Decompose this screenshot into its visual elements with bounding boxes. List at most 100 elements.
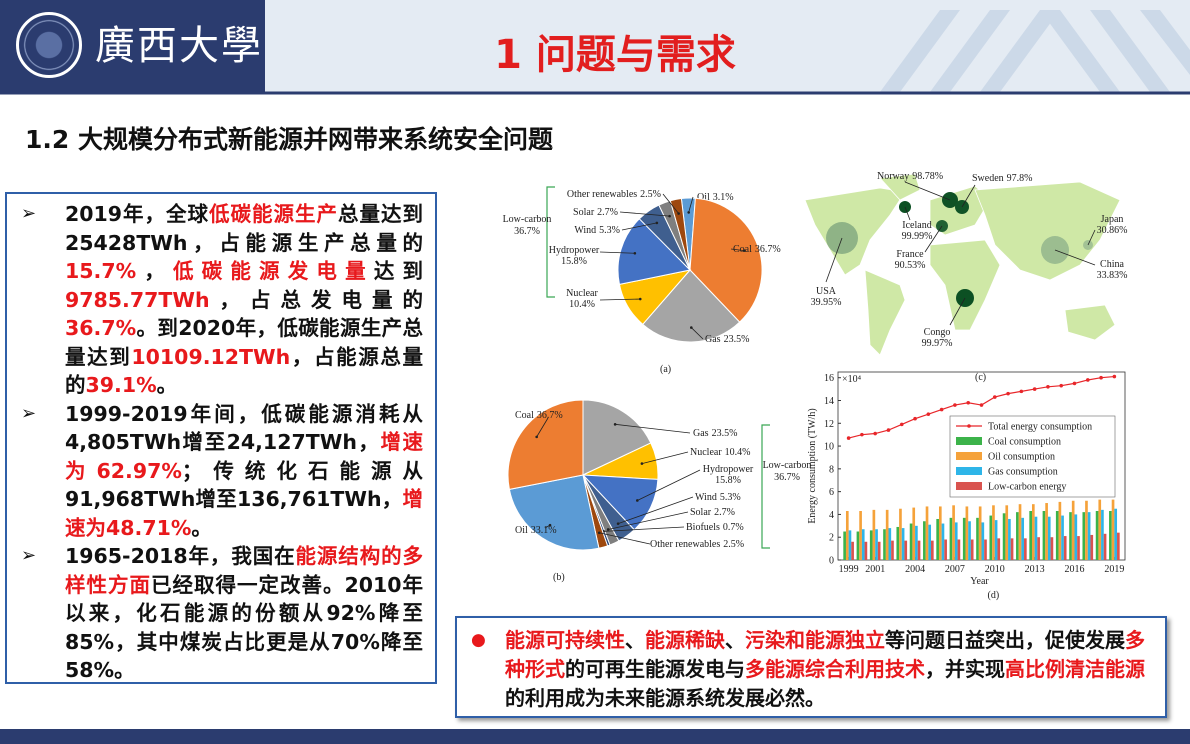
data-label: Other renewables 2.5%	[567, 189, 661, 200]
label-value: 33.1%	[531, 525, 557, 536]
leader-dot	[668, 214, 671, 218]
pie-slice	[689, 197, 763, 323]
emblem	[16, 12, 82, 78]
bar	[856, 531, 860, 560]
leader-dot	[613, 423, 617, 426]
text: 2019年，全球	[65, 202, 210, 226]
data-label: Hydropower 15.8%	[703, 464, 754, 486]
line-point	[873, 431, 878, 436]
bar	[869, 530, 873, 560]
highlight-text: 9785.77TWh	[65, 287, 210, 312]
text: 。	[156, 373, 178, 397]
continent	[929, 239, 1001, 331]
legend-swatch	[967, 424, 971, 428]
y-tick-label: 6	[829, 487, 834, 498]
label-value: 10.4%	[725, 447, 751, 458]
label-name: Oil	[515, 525, 528, 536]
label-value: 36.7%	[537, 410, 563, 421]
conclusion-box: 能源可持续性、能源稀缺、污染和能源独立等问题日益突出，促使发展多种形式的可再生能…	[455, 616, 1167, 718]
label-name: Hydropower	[549, 245, 600, 256]
header-pattern	[880, 10, 1190, 92]
data-label: Norway 98.78%	[877, 171, 943, 182]
leader-dot	[606, 528, 610, 531]
highlight-text: 能源稀缺	[645, 628, 725, 652]
pie-slice	[507, 399, 584, 491]
leader-dot	[690, 326, 693, 329]
bar	[978, 506, 982, 560]
panel-label: (c)	[975, 372, 986, 383]
line-point	[979, 403, 984, 407]
leader-line	[730, 248, 745, 252]
continent	[974, 181, 1121, 281]
bar	[891, 540, 894, 560]
logo: 廣西大學	[0, 0, 265, 92]
bar	[1034, 516, 1038, 560]
text: 、	[625, 628, 645, 652]
bar	[917, 540, 921, 560]
highlight-text: 15.7%	[65, 259, 137, 283]
bar	[1047, 516, 1051, 560]
label-name: Wind	[695, 492, 717, 503]
data-label: Biofuels 0.7%	[686, 522, 744, 533]
leader-line	[1087, 229, 1096, 246]
label-value: 99.99%	[902, 231, 933, 242]
data-label: Japan 30.86%	[1097, 214, 1128, 236]
data-label: Solar 2.7%	[573, 207, 618, 218]
y-axis-label: Energy consumption (TW/h)	[807, 408, 818, 523]
bar	[909, 523, 913, 560]
logo-text: 廣西大學	[95, 23, 263, 69]
leader-line	[619, 211, 670, 217]
line-point	[899, 422, 904, 427]
line-point	[992, 395, 997, 399]
label-name: Oil	[697, 192, 710, 203]
annotation: Low-carbon 36.7%	[503, 214, 552, 237]
leader-dot	[597, 531, 601, 535]
label-value: 5.3%	[599, 225, 620, 236]
bar	[970, 539, 974, 560]
continent	[1064, 304, 1116, 341]
bar	[925, 506, 929, 560]
text: 1965-2018年，我国在	[65, 544, 296, 568]
bar	[1024, 538, 1027, 560]
leader-dot	[638, 297, 642, 301]
text-box: 2019年，全球低碳能源生产总量达到25428TWh，占能源生产总量的 15.7%…	[5, 192, 437, 684]
leader-line	[662, 193, 679, 214]
bar	[885, 509, 889, 560]
footer-band	[0, 729, 1190, 744]
bar	[899, 508, 902, 560]
line-point	[846, 436, 851, 440]
line-point	[913, 416, 917, 421]
label-value: 97.8%	[1007, 173, 1033, 184]
leader-line	[621, 222, 657, 231]
legend-swatch	[956, 452, 982, 460]
label-name: Solar	[690, 507, 712, 518]
data-label: Wind 5.3%	[695, 492, 741, 503]
leader-dot	[535, 435, 538, 439]
label-name: Coal	[515, 410, 534, 421]
highlight-text: 能源可持续性	[505, 628, 625, 652]
leader-line	[904, 181, 951, 201]
leader-line	[961, 184, 976, 208]
bar	[965, 506, 969, 560]
leader-line	[599, 532, 651, 545]
bar	[941, 523, 945, 560]
bar	[962, 517, 966, 560]
bar	[1077, 536, 1080, 560]
x-tick-label: 2004	[905, 564, 925, 575]
bar	[989, 515, 993, 560]
leader-line	[1054, 249, 1096, 266]
y-tick-label: 16	[824, 373, 834, 384]
annotation-value: 36.7%	[514, 226, 540, 237]
data-label: Nuclear 10.4%	[690, 447, 751, 458]
line-point	[1006, 391, 1010, 396]
text: 达到	[373, 259, 423, 283]
bar	[1071, 500, 1075, 560]
world-map	[804, 173, 1121, 356]
bar	[1069, 512, 1072, 560]
continent	[864, 269, 906, 356]
bar	[1095, 511, 1099, 560]
leader-dot	[633, 251, 637, 255]
bar	[1103, 533, 1107, 560]
line-point	[1032, 387, 1037, 391]
line-point	[860, 432, 864, 437]
